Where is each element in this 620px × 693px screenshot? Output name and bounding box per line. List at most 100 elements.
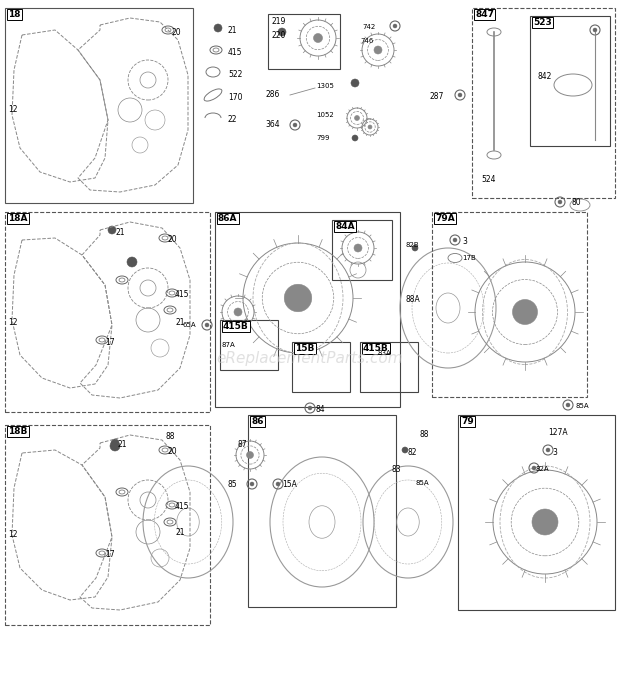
Circle shape (234, 308, 242, 316)
Text: 17: 17 (105, 550, 115, 559)
Text: 3: 3 (552, 448, 557, 457)
Circle shape (276, 482, 280, 486)
Text: 220: 220 (271, 31, 285, 40)
Circle shape (402, 447, 408, 453)
Text: 21: 21 (175, 528, 185, 537)
Circle shape (293, 123, 297, 127)
Text: 87A: 87A (222, 342, 236, 348)
Circle shape (355, 116, 360, 121)
Text: 3: 3 (462, 237, 467, 246)
Text: 85: 85 (228, 480, 237, 489)
Text: 88: 88 (165, 432, 174, 441)
Circle shape (354, 244, 362, 252)
Text: 522: 522 (228, 70, 242, 79)
Bar (458, 415, 615, 610)
Text: 742: 742 (362, 24, 375, 30)
Text: 415B: 415B (363, 344, 389, 353)
Circle shape (546, 448, 550, 452)
Bar (268, 14, 340, 69)
Text: 127A: 127A (548, 428, 568, 437)
Text: 80: 80 (572, 198, 582, 207)
Text: 85A: 85A (575, 403, 588, 409)
Bar (472, 8, 615, 198)
Circle shape (111, 439, 119, 447)
Text: 83: 83 (392, 465, 402, 474)
Text: 1305: 1305 (316, 83, 334, 89)
Text: 364: 364 (265, 120, 280, 129)
Circle shape (308, 406, 312, 410)
Text: 82A: 82A (536, 466, 549, 472)
Circle shape (532, 509, 558, 535)
Text: 21: 21 (228, 26, 237, 35)
Circle shape (593, 28, 597, 32)
Text: 88: 88 (420, 430, 430, 439)
Circle shape (532, 466, 536, 470)
Text: 82B: 82B (405, 242, 418, 248)
Text: 79: 79 (461, 417, 474, 426)
Text: 170: 170 (228, 93, 242, 102)
Circle shape (566, 403, 570, 407)
Text: 18A: 18A (8, 214, 27, 223)
Text: 15A: 15A (282, 480, 297, 489)
Circle shape (108, 226, 116, 234)
Text: 415: 415 (175, 502, 190, 511)
Circle shape (214, 24, 222, 32)
Text: 87: 87 (238, 440, 247, 449)
Circle shape (127, 257, 137, 267)
Bar (215, 212, 400, 407)
Text: 799: 799 (316, 135, 329, 141)
Text: 523: 523 (533, 18, 552, 27)
Circle shape (513, 299, 538, 324)
Text: 415: 415 (228, 48, 242, 57)
Text: 84: 84 (316, 405, 326, 414)
Bar (220, 320, 278, 370)
Text: 22: 22 (228, 115, 237, 124)
Circle shape (453, 238, 457, 242)
Text: 15B: 15B (295, 344, 314, 353)
Text: 17: 17 (105, 338, 115, 347)
Text: 842: 842 (537, 72, 551, 81)
Text: 21: 21 (175, 318, 185, 327)
Text: eReplacementParts.com: eReplacementParts.com (216, 351, 404, 365)
Bar (360, 342, 418, 392)
Circle shape (284, 284, 312, 312)
Text: 20: 20 (168, 235, 177, 244)
Text: 1052: 1052 (316, 112, 334, 118)
Circle shape (278, 28, 286, 36)
Text: 847: 847 (475, 10, 494, 19)
Circle shape (314, 33, 322, 42)
Text: 65A: 65A (182, 322, 196, 328)
Bar (5, 212, 210, 412)
Circle shape (458, 93, 462, 97)
Text: 746: 746 (360, 38, 373, 44)
Text: 20: 20 (168, 447, 177, 456)
Text: 415B: 415B (223, 322, 249, 331)
Bar (332, 220, 392, 280)
Bar (292, 342, 350, 392)
Circle shape (374, 46, 382, 54)
Bar (5, 425, 210, 625)
Text: 12: 12 (8, 318, 17, 327)
Bar (5, 8, 193, 203)
Circle shape (247, 452, 254, 459)
Text: 287: 287 (430, 92, 445, 101)
Text: 17B: 17B (462, 255, 476, 261)
Circle shape (393, 24, 397, 28)
Text: 86A: 86A (218, 214, 237, 223)
Text: 21: 21 (118, 440, 128, 449)
Circle shape (250, 482, 254, 486)
Circle shape (412, 245, 418, 251)
Text: 524: 524 (481, 175, 495, 184)
Text: 12: 12 (8, 530, 17, 539)
Text: 84A: 84A (335, 222, 355, 231)
Circle shape (368, 125, 372, 129)
Bar (530, 16, 610, 146)
Text: 20: 20 (172, 28, 182, 37)
Text: 12: 12 (8, 105, 17, 114)
Text: 18B: 18B (8, 427, 27, 436)
Circle shape (110, 441, 120, 451)
Text: 86: 86 (251, 417, 264, 426)
Text: 88A: 88A (405, 295, 420, 304)
Text: 18: 18 (8, 10, 20, 19)
Text: 286: 286 (265, 90, 280, 99)
